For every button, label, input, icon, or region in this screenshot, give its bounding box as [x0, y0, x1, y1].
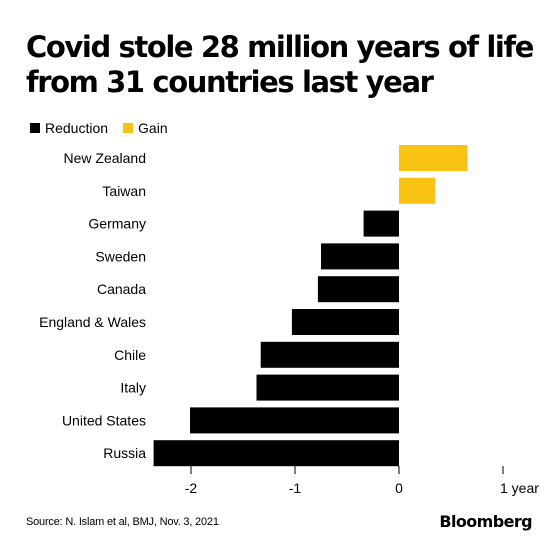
bloomberg-logo: Bloomberg: [439, 512, 532, 531]
bar-chile: [260, 341, 399, 368]
category-label-germany: Germany: [88, 216, 146, 232]
bar-england-wales: [291, 309, 399, 335]
legend-item-reduction: Reduction: [30, 120, 108, 136]
category-label-new-zealand: New Zealand: [64, 150, 147, 166]
legend-swatch-gain: [123, 123, 134, 133]
category-label-taiwan: Taiwan: [102, 183, 146, 199]
category-label-united-states: United States: [62, 412, 146, 428]
title-line-1: Covid stole 28 million years of life: [26, 30, 534, 64]
bar-new-zealand: [399, 145, 468, 171]
bar-canada: [317, 276, 399, 303]
legend-label-gain: Gain: [138, 120, 168, 136]
bar-taiwan: [399, 177, 436, 204]
category-label-italy: Italy: [120, 380, 146, 396]
x-tick-label: 1 year: [500, 480, 539, 496]
legend: Reduction Gain: [30, 120, 183, 136]
title-line-2: from 31 countries last year: [26, 65, 434, 99]
category-label-russia: Russia: [103, 445, 146, 461]
legend-item-gain: Gain: [123, 120, 168, 136]
category-label-chile: Chile: [114, 347, 146, 363]
legend-label-reduction: Reduction: [45, 120, 109, 136]
bar-united-states: [190, 407, 399, 434]
category-label-sweden: Sweden: [95, 248, 146, 264]
category-label-england-wales: England & Wales: [39, 314, 146, 330]
bar-germany: [363, 210, 399, 237]
x-tick-label: 0: [395, 480, 403, 496]
legend-swatch-reduction: [30, 123, 40, 133]
chart-title: Covid stole 28 million years of life fro…: [26, 30, 536, 100]
x-tick-label: -2: [185, 480, 198, 496]
bar-sweden: [321, 243, 399, 270]
x-tick-label: -1: [289, 480, 302, 496]
bar-italy: [256, 374, 399, 401]
source-note: Source: N. Islam et al, BMJ, Nov. 3, 202…: [26, 516, 219, 528]
category-label-canada: Canada: [97, 281, 146, 297]
bar-russia: [153, 440, 399, 467]
